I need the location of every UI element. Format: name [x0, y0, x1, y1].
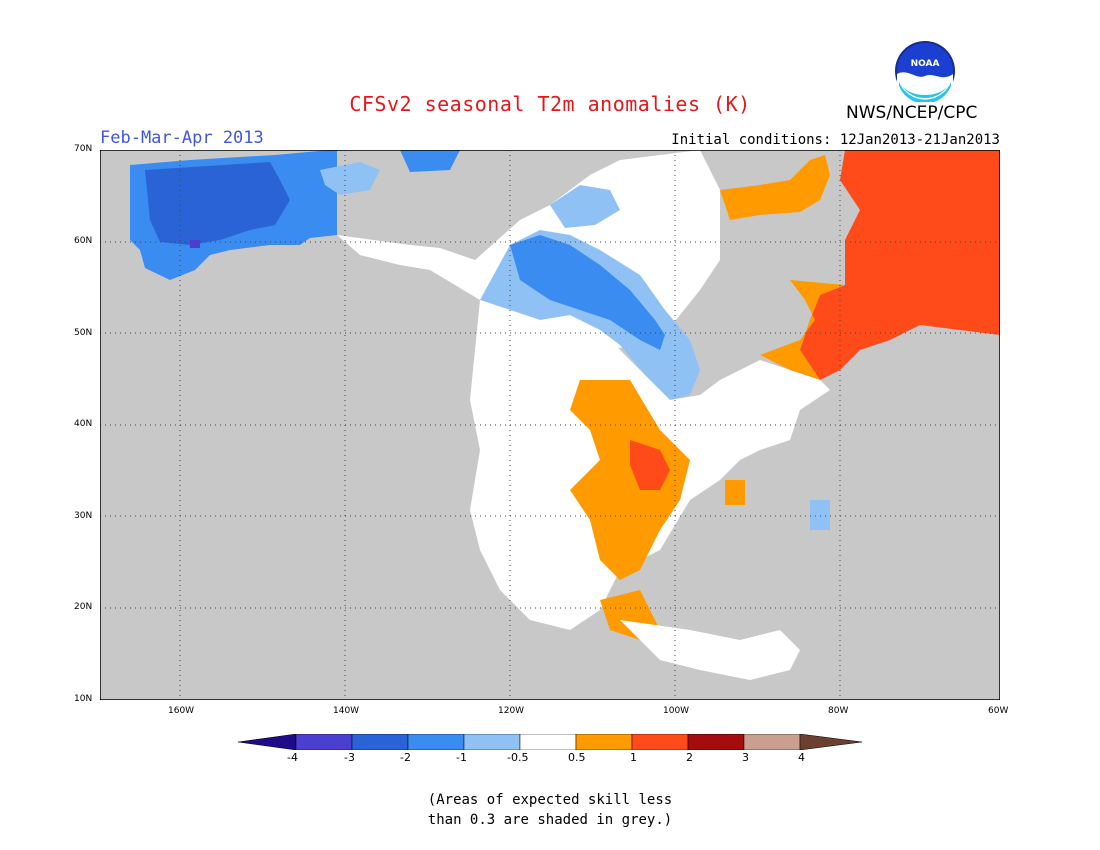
agency-label: NWS/NCEP/CPC	[846, 103, 978, 123]
lon-label-60w: 60W	[988, 706, 1009, 716]
legend-label: -3	[344, 751, 355, 764]
lon-label-140w: 140W	[333, 706, 360, 716]
legend-label: -2	[400, 751, 411, 764]
anomaly-map	[100, 150, 1000, 700]
legend-label: 0.5	[568, 751, 586, 764]
legend-label: 2	[686, 751, 693, 764]
lon-label-100w: 100W	[663, 706, 690, 716]
graticule	[100, 150, 1000, 700]
legend-label: -0.5	[507, 751, 529, 764]
initial-conditions: Initial conditions: 12Jan2013-21Jan2013	[671, 132, 1000, 148]
legend-label: -1	[456, 751, 467, 764]
lat-label-20n: 20N	[74, 602, 93, 612]
legend-label: 3	[742, 751, 749, 764]
skill-note: (Areas of expected skill less than 0.3 a…	[0, 790, 1100, 830]
canada-cold-anomaly	[320, 150, 720, 400]
lat-label-70n: 70N	[74, 144, 93, 154]
skill-note-line1: (Areas of expected skill less	[427, 792, 673, 808]
lat-label-60n: 60N	[74, 236, 93, 246]
logo-text: NOAA	[911, 59, 940, 69]
skill-note-line2: than 0.3 are shaded in grey.)	[427, 812, 673, 828]
lon-label-120w: 120W	[498, 706, 525, 716]
alaska-landmass	[130, 150, 337, 280]
lat-label-40n: 40N	[74, 419, 93, 429]
legend-label: 1	[630, 751, 637, 764]
lat-label-30n: 30N	[74, 511, 93, 521]
noaa-logo: NOAA	[895, 41, 955, 102]
conterminous-us	[470, 300, 830, 680]
legend-label: 4	[798, 751, 805, 764]
lon-label-80w: 80W	[828, 706, 849, 716]
chart-title: CFSv2 seasonal T2m anomalies (K)	[349, 92, 751, 116]
season-label: Feb-Mar-Apr 2013	[100, 128, 264, 148]
lat-label-10n: 10N	[74, 694, 93, 704]
legend-arrow-high	[799, 734, 862, 750]
lon-label-160w: 160W	[168, 706, 195, 716]
lat-label-50n: 50N	[74, 328, 93, 338]
color-legend	[238, 734, 862, 750]
legend-label: -4	[287, 751, 298, 764]
northeast-warm-anomaly	[720, 150, 1000, 380]
legend-arrow-low	[238, 734, 297, 750]
